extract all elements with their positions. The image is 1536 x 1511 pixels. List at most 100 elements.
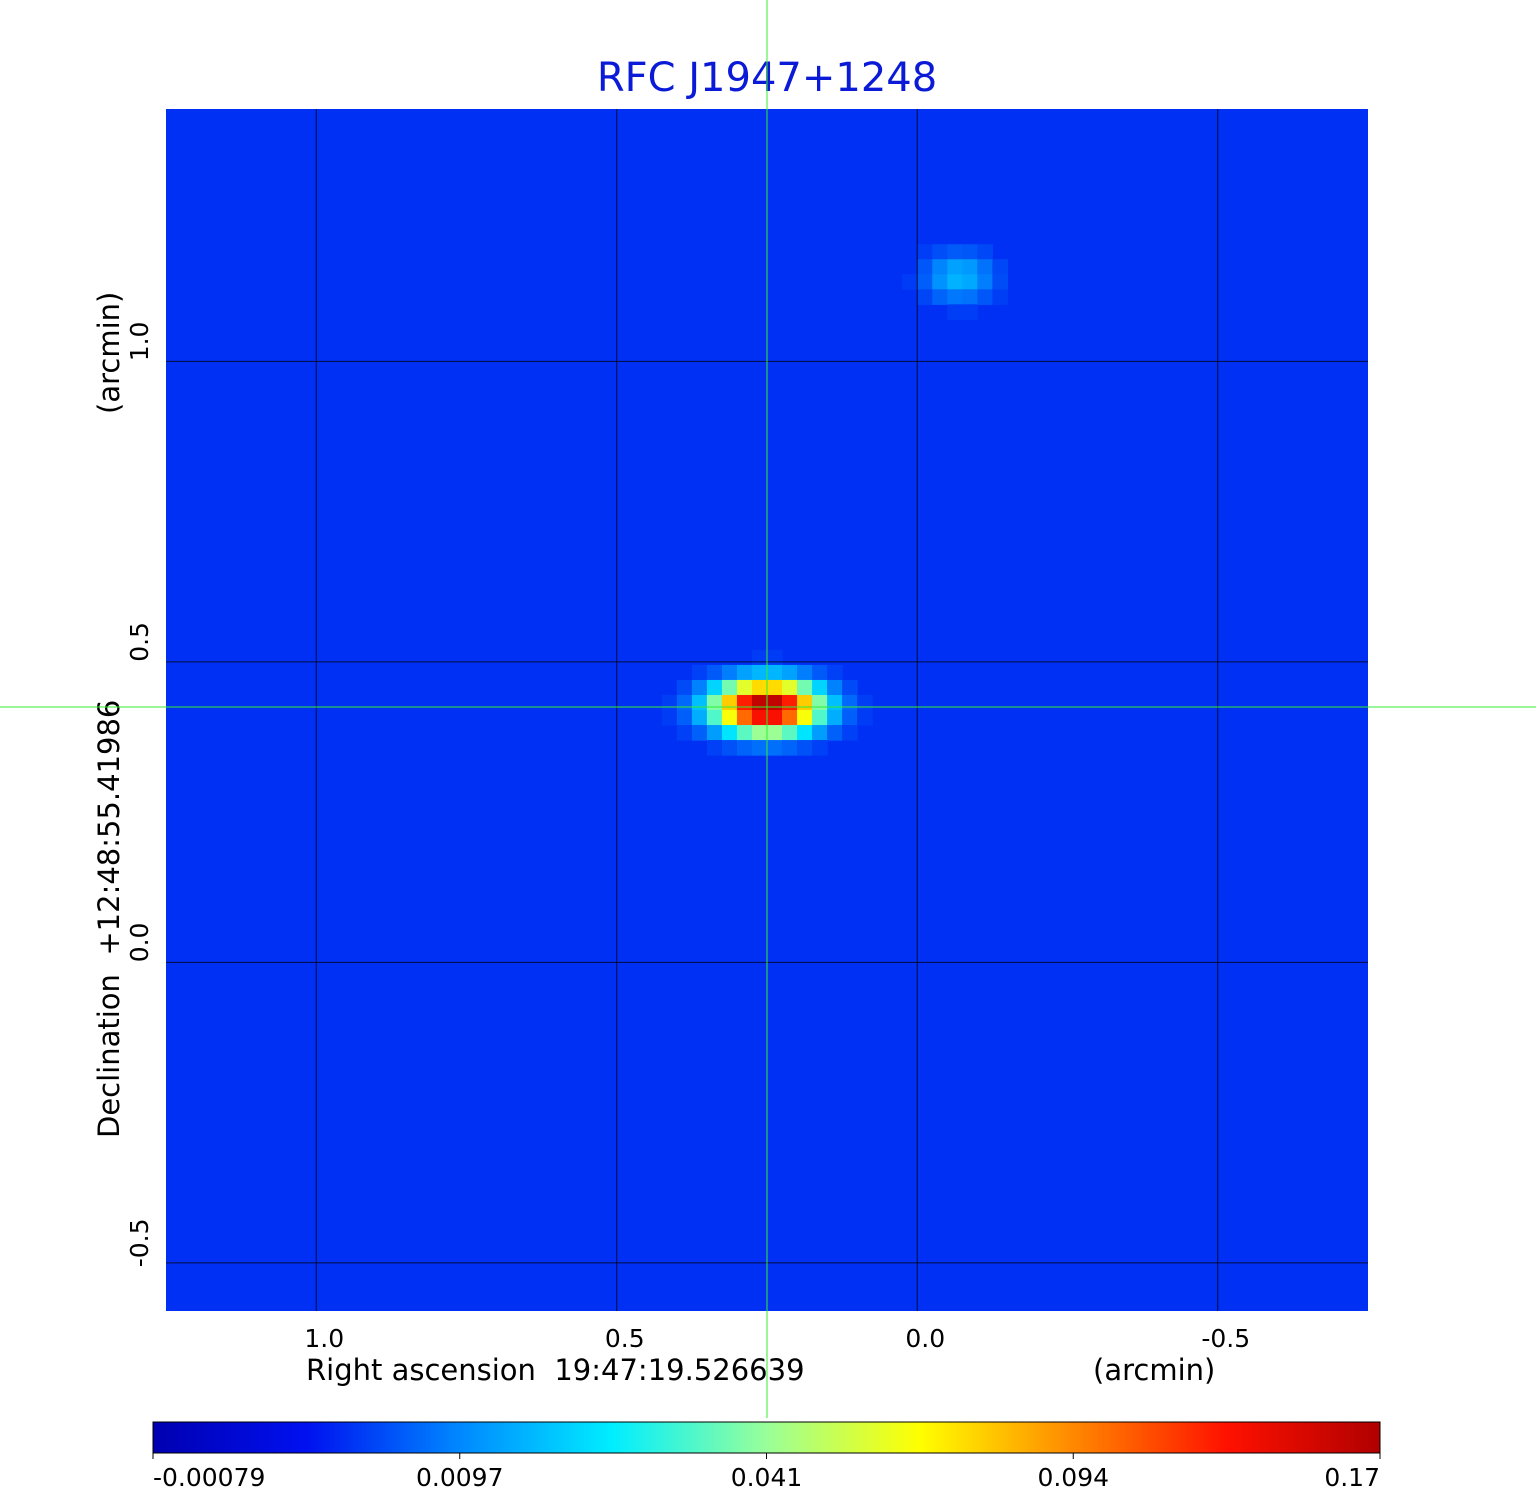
crosshair	[0, 0, 1536, 1418]
image-pixel	[721, 664, 738, 681]
image-pixel	[706, 694, 723, 711]
y-tick-label: 0.0	[125, 923, 154, 963]
colorbar-ticks: -0.00079 0.0097 0.041 0.094 0.17	[152, 1453, 1381, 1492]
colorbar-tick-label: 0.17	[1324, 1463, 1380, 1492]
image-pixel	[751, 694, 768, 711]
image-pixel	[932, 259, 948, 275]
image-pixel	[706, 725, 723, 741]
image-pixel	[721, 694, 738, 711]
image-pixel	[947, 304, 963, 320]
image-pixel	[751, 679, 768, 696]
image-pixel	[782, 740, 798, 756]
image-pixel	[721, 679, 738, 696]
y-axis-label: Declination +12:48:55.41986	[92, 700, 126, 1138]
image-pixel	[676, 679, 693, 696]
image-pixel	[736, 725, 753, 741]
image-pixel	[842, 694, 858, 711]
x-tick-label: -0.5	[1201, 1324, 1250, 1353]
image-pixel	[962, 244, 978, 260]
image-pixel	[932, 244, 948, 260]
image-pixel	[857, 710, 873, 726]
image-pixel	[676, 725, 693, 741]
image-pixel	[691, 679, 708, 696]
image-pixel	[992, 289, 1009, 305]
x-tick-label: 0.5	[605, 1324, 645, 1353]
image-pixel	[676, 694, 693, 711]
image-pixel	[902, 274, 918, 290]
image-pixel	[857, 694, 873, 711]
x-tick-label: 1.0	[304, 1324, 344, 1353]
image-pixel	[721, 725, 738, 741]
image-pixel	[751, 725, 768, 741]
image-pixel	[767, 740, 783, 756]
image-pixel	[932, 274, 948, 290]
image-pixel	[992, 259, 1009, 275]
image-pixel	[661, 694, 678, 711]
image-pixel	[676, 710, 693, 726]
image-pixel	[947, 289, 963, 305]
image-pixel	[751, 710, 768, 726]
colorbar-tick-label: -0.00079	[153, 1463, 265, 1492]
image-pixel	[842, 725, 858, 741]
image-pixel	[962, 274, 978, 290]
y-tick-label: 1.0	[125, 322, 154, 362]
image-pixel	[827, 725, 843, 741]
image-pixel	[721, 740, 738, 756]
image-pixel	[782, 664, 798, 681]
image-pixel	[736, 710, 753, 726]
image-pixel	[812, 679, 828, 696]
image-pixel	[797, 725, 813, 741]
image-pixel	[962, 304, 978, 320]
x-tick-label: 0.0	[905, 1324, 945, 1353]
image-pixel	[767, 725, 783, 741]
x-axis-label: Right ascension 19:47:19.526639	[306, 1353, 805, 1387]
image-pixel	[736, 679, 753, 696]
image-pixel	[797, 710, 813, 726]
image-pixel	[782, 679, 798, 696]
image-pixel	[842, 679, 858, 696]
image-pixel	[812, 664, 828, 681]
image-pixel	[736, 664, 753, 681]
x-axis-unit: (arcmin)	[1093, 1353, 1215, 1387]
image-pixel	[767, 679, 783, 696]
image-pixel	[917, 289, 933, 305]
image-pixel	[977, 289, 993, 305]
image-pixel	[706, 710, 723, 726]
colorbar	[152, 1421, 1381, 1454]
colorbar-tick-label: 0.094	[1037, 1463, 1109, 1492]
colorbar-tick-label: 0.0097	[416, 1463, 503, 1492]
image-pixel	[782, 694, 798, 711]
image-pixel	[691, 694, 708, 711]
image-pixel	[812, 710, 828, 726]
image-pixel	[767, 710, 783, 726]
image-pixel	[751, 664, 768, 681]
image-pixel	[947, 244, 963, 260]
image-pixel	[932, 289, 948, 305]
image-pixel	[736, 694, 753, 711]
image-pixel	[797, 664, 813, 681]
image-pixel	[812, 725, 828, 741]
image-pixel	[827, 710, 843, 726]
colorbar-tick-label: 0.041	[731, 1463, 803, 1492]
image-pixel	[691, 664, 708, 681]
x-axis-ticks: 1.0 0.5 0.0 -0.5	[304, 1324, 1250, 1353]
image-pixel	[827, 679, 843, 696]
image-pixel	[947, 274, 963, 290]
image-pixel	[706, 740, 723, 756]
image-pixel	[977, 244, 993, 260]
image-pixel	[827, 694, 843, 711]
image-pixel	[661, 710, 678, 726]
image-pixel	[812, 740, 828, 756]
image-pixel	[767, 649, 783, 666]
image-pixel	[797, 679, 813, 696]
image-pixel	[992, 274, 1009, 290]
image-pixel	[812, 694, 828, 711]
image-pixel	[721, 710, 738, 726]
image-pixel	[917, 244, 933, 260]
image-pixel	[706, 664, 723, 681]
image-pixel	[917, 259, 933, 275]
image-pixel	[736, 740, 753, 756]
image-pixel	[917, 274, 933, 290]
grid-lines	[166, 109, 1368, 1311]
